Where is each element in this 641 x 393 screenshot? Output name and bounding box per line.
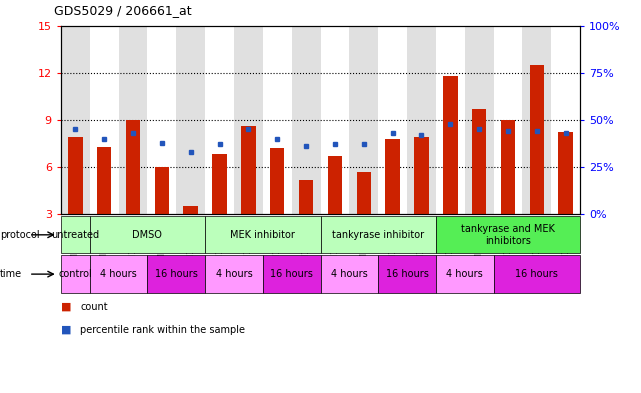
Bar: [176, 26, 205, 214]
Bar: [522, 26, 551, 214]
Text: 16 hours: 16 hours: [386, 269, 428, 279]
Text: 4 hours: 4 hours: [215, 269, 253, 279]
Bar: [320, 216, 436, 253]
Bar: [378, 255, 436, 293]
Text: tankyrase inhibitor: tankyrase inhibitor: [332, 230, 424, 240]
Bar: [270, 148, 285, 214]
Text: 4 hours: 4 hours: [331, 269, 368, 279]
Bar: [61, 255, 90, 293]
Bar: [147, 26, 176, 214]
Text: percentile rank within the sample: percentile rank within the sample: [80, 325, 245, 335]
Bar: [90, 255, 147, 293]
Bar: [414, 137, 429, 214]
Text: protocol: protocol: [0, 230, 40, 240]
Text: count: count: [80, 301, 108, 312]
Bar: [328, 156, 342, 214]
Text: ■: ■: [61, 325, 71, 335]
Text: 16 hours: 16 hours: [515, 269, 558, 279]
Bar: [212, 154, 227, 214]
Text: control: control: [58, 269, 92, 279]
Text: tankyrase and MEK
inhibitors: tankyrase and MEK inhibitors: [461, 224, 555, 246]
Bar: [378, 26, 407, 214]
Text: 16 hours: 16 hours: [271, 269, 313, 279]
Bar: [205, 26, 234, 214]
Bar: [501, 120, 515, 214]
Text: ■: ■: [61, 301, 71, 312]
Text: 4 hours: 4 hours: [446, 269, 483, 279]
Bar: [126, 120, 140, 214]
Bar: [320, 26, 349, 214]
Bar: [320, 255, 378, 293]
Bar: [61, 216, 90, 253]
Text: time: time: [0, 269, 22, 279]
Text: MEK inhibitor: MEK inhibitor: [230, 230, 296, 240]
Text: 4 hours: 4 hours: [100, 269, 137, 279]
Bar: [154, 167, 169, 214]
Bar: [436, 255, 494, 293]
Bar: [558, 132, 573, 214]
Bar: [97, 147, 112, 214]
Bar: [356, 172, 371, 214]
Bar: [90, 26, 119, 214]
Bar: [119, 26, 147, 214]
Bar: [436, 26, 465, 214]
Bar: [494, 255, 580, 293]
Bar: [349, 26, 378, 214]
Bar: [147, 255, 205, 293]
Bar: [205, 216, 320, 253]
Bar: [385, 139, 400, 214]
Bar: [443, 76, 458, 214]
Bar: [241, 126, 256, 214]
Bar: [472, 109, 487, 214]
Bar: [68, 137, 83, 214]
Bar: [436, 216, 580, 253]
Bar: [529, 65, 544, 214]
Text: GDS5029 / 206661_at: GDS5029 / 206661_at: [54, 4, 192, 17]
Bar: [263, 255, 320, 293]
Bar: [263, 26, 292, 214]
Bar: [465, 26, 494, 214]
Bar: [407, 26, 436, 214]
Bar: [90, 216, 205, 253]
Bar: [234, 26, 263, 214]
Text: 16 hours: 16 hours: [155, 269, 197, 279]
Bar: [183, 206, 198, 214]
Bar: [61, 26, 90, 214]
Text: DMSO: DMSO: [133, 230, 162, 240]
Bar: [205, 255, 263, 293]
Bar: [551, 26, 580, 214]
Bar: [299, 180, 313, 214]
Bar: [292, 26, 320, 214]
Bar: [494, 26, 522, 214]
Text: untreated: untreated: [51, 230, 99, 240]
